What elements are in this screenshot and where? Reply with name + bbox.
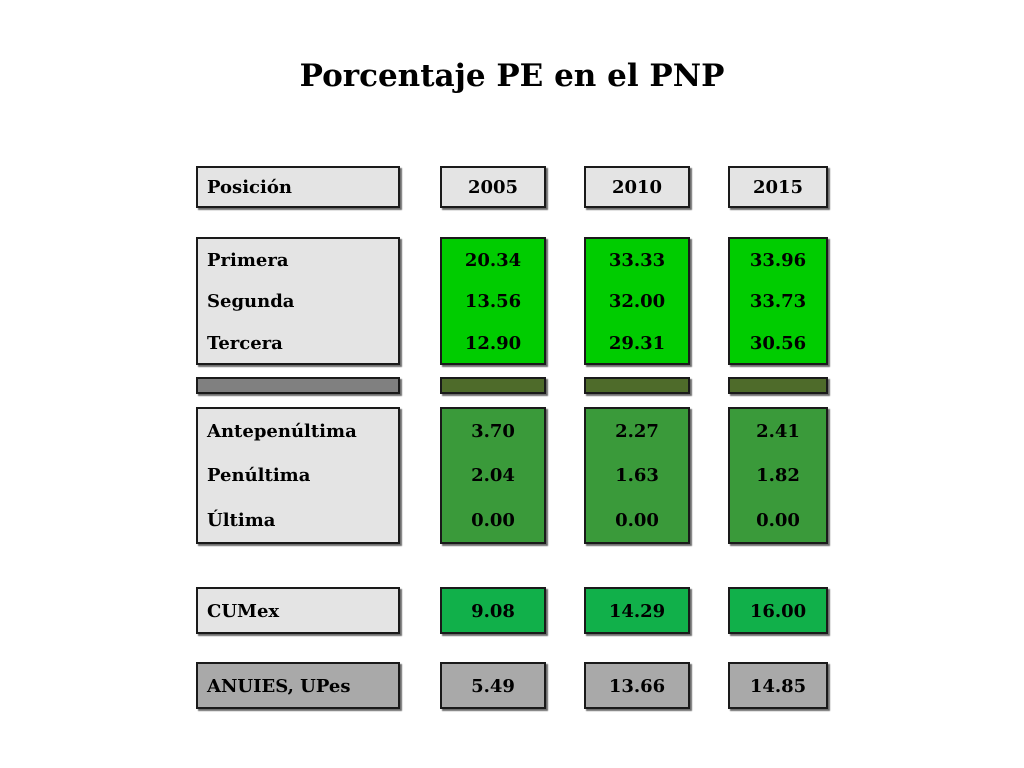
top-group-labels: Primera Segunda Tercera xyxy=(196,237,400,365)
value-cell: 2.04 xyxy=(471,465,515,486)
separator-bar xyxy=(440,377,546,394)
header-label: Posición xyxy=(207,177,292,198)
header-year-2015: 2015 xyxy=(728,166,828,208)
header-label-box: Posición xyxy=(196,166,400,208)
row-label-antepenultima: Antepenúltima xyxy=(207,421,357,442)
row-label-cumex: CUMex xyxy=(207,601,280,622)
value-cell: 0.00 xyxy=(471,510,515,531)
row-label-ultima: Última xyxy=(207,510,276,531)
separator-bar xyxy=(196,377,400,394)
top-group-2015: 33.96 33.73 30.56 xyxy=(728,237,828,365)
row-label-primera: Primera xyxy=(207,250,289,271)
separator-bar xyxy=(584,377,690,394)
value-cell: 30.56 xyxy=(749,333,807,354)
value-cell: 1.63 xyxy=(615,465,659,486)
header-year-2010: 2010 xyxy=(584,166,690,208)
cumex-2010: 14.29 xyxy=(584,587,690,634)
top-group-2010: 33.33 32.00 29.31 xyxy=(584,237,690,365)
anuies-2010: 13.66 xyxy=(584,662,690,709)
value-cell: 12.90 xyxy=(464,333,522,354)
anuies-2005: 5.49 xyxy=(440,662,546,709)
value-cell: 0.00 xyxy=(615,510,659,531)
year-label: 2015 xyxy=(752,177,804,198)
separator-bar xyxy=(728,377,828,394)
anuies-2015: 14.85 xyxy=(728,662,828,709)
value-cell: 14.85 xyxy=(749,676,807,697)
value-cell: 33.96 xyxy=(749,250,807,271)
row-label-segunda: Segunda xyxy=(207,291,295,312)
bottom-group-2015: 2.41 1.82 0.00 xyxy=(728,407,828,544)
cumex-2005: 9.08 xyxy=(440,587,546,634)
bottom-group-2005: 3.70 2.04 0.00 xyxy=(440,407,546,544)
page-title: Porcentaje PE en el PNP xyxy=(299,58,725,94)
row-label-anuies: ANUIES, UPes xyxy=(207,676,351,697)
cumex-2015: 16.00 xyxy=(728,587,828,634)
top-group-2005: 20.34 13.56 12.90 xyxy=(440,237,546,365)
value-cell: 16.00 xyxy=(749,601,807,622)
row-label-penultima: Penúltima xyxy=(207,465,311,486)
value-cell: 1.82 xyxy=(756,465,800,486)
value-cell: 20.34 xyxy=(464,250,522,271)
value-cell: 13.56 xyxy=(464,291,522,312)
year-label: 2005 xyxy=(467,177,519,198)
row-label-tercera: Tercera xyxy=(207,333,283,354)
cumex-label-box: CUMex xyxy=(196,587,400,634)
value-cell: 9.08 xyxy=(471,601,515,622)
value-cell: 14.29 xyxy=(608,601,666,622)
value-cell: 13.66 xyxy=(608,676,666,697)
value-cell: 33.73 xyxy=(749,291,807,312)
value-cell: 3.70 xyxy=(471,421,515,442)
header-year-2005: 2005 xyxy=(440,166,546,208)
bottom-group-labels: Antepenúltima Penúltima Última xyxy=(196,407,400,544)
value-cell: 2.27 xyxy=(615,421,659,442)
value-cell: 2.41 xyxy=(756,421,800,442)
value-cell: 5.49 xyxy=(471,676,515,697)
anuies-label-box: ANUIES, UPes xyxy=(196,662,400,709)
value-cell: 0.00 xyxy=(756,510,800,531)
bottom-group-2010: 2.27 1.63 0.00 xyxy=(584,407,690,544)
value-cell: 32.00 xyxy=(608,291,666,312)
year-label: 2010 xyxy=(611,177,663,198)
value-cell: 33.33 xyxy=(608,250,666,271)
value-cell: 29.31 xyxy=(608,333,666,354)
